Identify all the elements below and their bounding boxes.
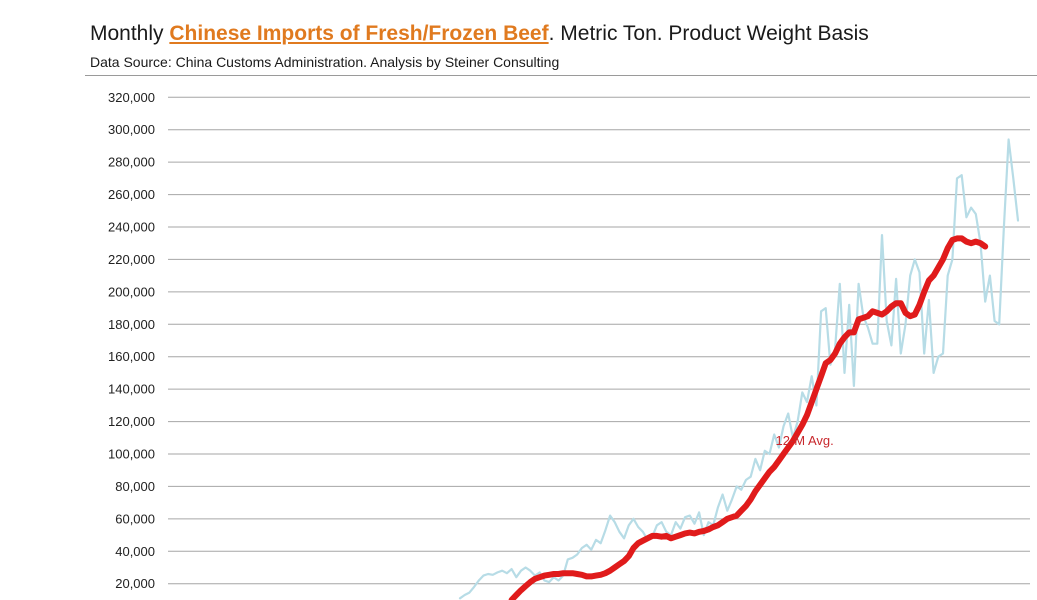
y-tick-label: 320,000 bbox=[108, 90, 155, 105]
y-axis-labels: 20,000 40,000 60,000 80,000 100,000 120,000 14… bbox=[108, 90, 155, 591]
header-divider bbox=[85, 75, 1037, 76]
data-source-note: Data Source: China Customs Administratio… bbox=[90, 54, 560, 70]
y-tick-label: 80,000 bbox=[115, 479, 155, 494]
y-tick-label: 160,000 bbox=[108, 349, 155, 364]
y-tick-label: 60,000 bbox=[115, 511, 155, 526]
y-tick-label: 300,000 bbox=[108, 122, 155, 137]
y-tick-label: 140,000 bbox=[108, 382, 155, 397]
series-line-12m-avg bbox=[508, 235, 989, 600]
y-tick-label: 180,000 bbox=[108, 317, 155, 332]
chart-title: Monthly Chinese Imports of Fresh/Frozen … bbox=[90, 22, 869, 46]
y-tick-label: 120,000 bbox=[108, 414, 155, 429]
y-tick-label: 200,000 bbox=[108, 284, 155, 299]
series-line-monthly bbox=[458, 138, 1020, 600]
title-highlight-link[interactable]: Chinese Imports of Fresh/Frozen Beef bbox=[169, 22, 549, 45]
gridlines bbox=[168, 96, 1030, 585]
y-tick-label: 40,000 bbox=[115, 544, 155, 559]
y-tick-label: 260,000 bbox=[108, 187, 155, 202]
annotation-12m-avg: 12-M Avg. bbox=[775, 433, 833, 448]
annotations: 12-M Avg. bbox=[775, 433, 833, 448]
title-suffix: . Metric Ton. Product Weight Basis bbox=[548, 22, 869, 45]
series-lines bbox=[458, 138, 1020, 600]
y-tick-label: 240,000 bbox=[108, 220, 155, 235]
title-prefix: Monthly bbox=[90, 22, 170, 45]
y-tick-label: 100,000 bbox=[108, 446, 155, 461]
y-tick-label: 280,000 bbox=[108, 155, 155, 170]
y-tick-label: 20,000 bbox=[115, 576, 155, 591]
y-tick-label: 220,000 bbox=[108, 252, 155, 267]
